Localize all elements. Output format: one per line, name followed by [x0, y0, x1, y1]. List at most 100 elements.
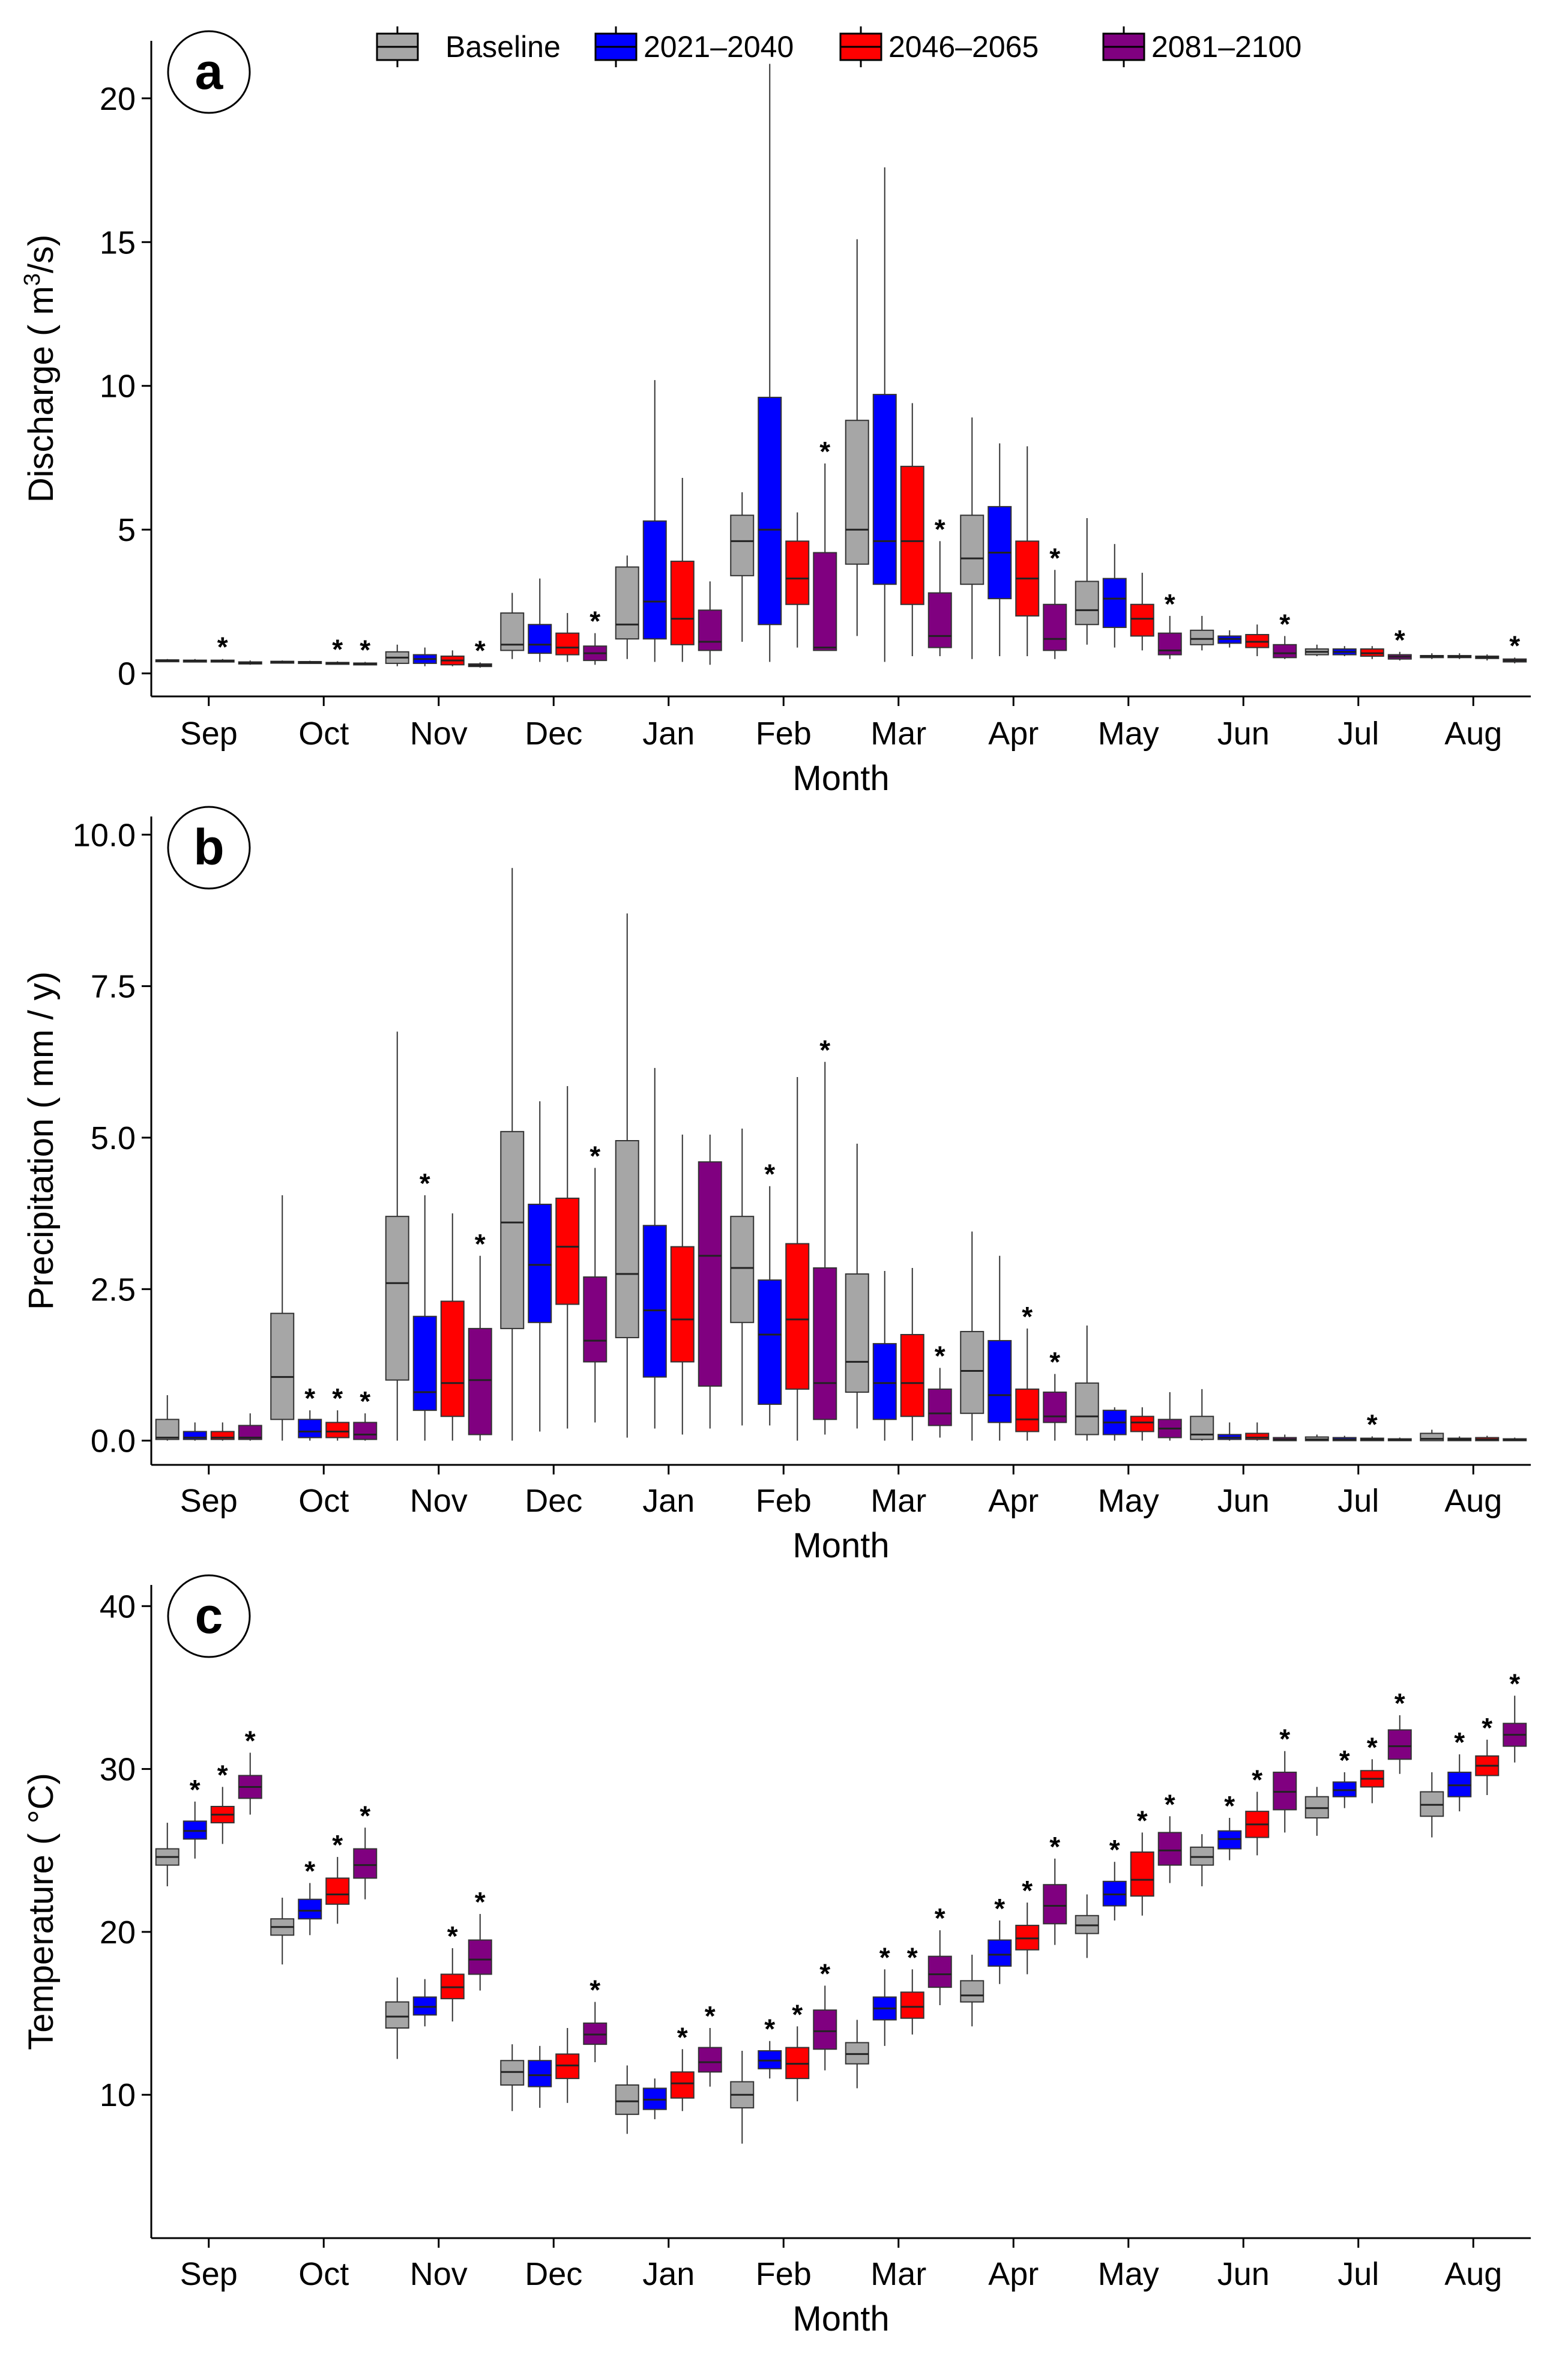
significance-star: *: [590, 1975, 600, 2006]
box-iqr: [1387, 1729, 1412, 1760]
boxplot-jul-series-2: *: [1360, 1731, 1384, 1803]
x-tick-label-dec: Dec: [525, 716, 582, 752]
box-iqr: [1273, 644, 1297, 659]
significance-star: *: [1109, 1834, 1120, 1865]
significance-star: *: [819, 1958, 830, 1989]
boxplot-dec-series-3: *: [583, 1140, 608, 1423]
x-tick-label-jun: Jun: [1217, 1483, 1270, 1519]
boxplot-apr-series-0: [960, 1231, 985, 1441]
boxplot-mar-series-3: *: [927, 1903, 952, 2006]
boxplot-jul-series-0: [1304, 1434, 1329, 1441]
boxplot-feb-series-0: [730, 492, 755, 642]
boxplot-jan-series-3: *: [698, 2000, 722, 2087]
boxplot-mar-series-2: [900, 403, 924, 656]
boxplot-jan-series-0: [615, 2065, 639, 2134]
box-iqr: [353, 1848, 378, 1879]
box-iqr: [988, 1340, 1012, 1423]
x-tick-label-jan: Jan: [642, 2256, 695, 2292]
significance-star: *: [1252, 1764, 1262, 1796]
box-iqr: [385, 2001, 409, 2029]
box-iqr: [927, 1388, 952, 1426]
panel-b-precipitation: 0.0 2.5 5.0 7.5 10.0 Sep Oct Nov Dec Jan Feb Mar Apr…: [22, 806, 1531, 1565]
boxplot-jan-series-2: [670, 478, 695, 662]
box-iqr: [670, 2071, 695, 2099]
box-iqr: [730, 1216, 755, 1323]
boxplot-jun-series-1: *: [1217, 1790, 1242, 1860]
boxplot-nov-series-0: [385, 644, 409, 666]
boxplot-dec-series-0: [500, 868, 525, 1441]
boxplot-jul-series-1: [1332, 1435, 1357, 1441]
boxplot-nov-series-1: [412, 1979, 437, 2027]
boxplot-feb-series-2: *: [785, 1999, 810, 2102]
significance-star: *: [1279, 608, 1290, 639]
box-iqr: [1043, 603, 1067, 651]
box-iqr: [642, 1225, 667, 1378]
box-iqr: [1075, 581, 1099, 626]
x-tick-label-sep: Sep: [180, 2256, 238, 2292]
x-tick-label-jun: Jun: [1217, 2256, 1270, 2292]
significance-star: *: [1395, 1688, 1405, 1719]
boxplot-mar-series-2: [900, 1267, 924, 1441]
x-tick-label-apr: Apr: [988, 716, 1039, 752]
significance-star: *: [1279, 1724, 1290, 1755]
x-tick-label-dec: Dec: [525, 1483, 582, 1519]
boxplot-apr-series-1: [988, 443, 1012, 656]
x-tick-label-oct: Oct: [298, 1483, 349, 1519]
boxplot-apr-series-2: [1015, 446, 1040, 656]
x-tick-label-jan: Jan: [642, 716, 695, 752]
box-iqr: [845, 1273, 869, 1393]
box-iqr: [385, 1216, 409, 1381]
boxplot-feb-series-3: *: [813, 436, 837, 651]
boxplot-jan-series-3: [698, 1134, 722, 1429]
boxplot-oct-series-0: [270, 660, 295, 664]
boxplot-aug-series-2: [1475, 1435, 1500, 1441]
box-iqr: [615, 1140, 639, 1339]
box-iqr: [353, 1422, 378, 1440]
boxplot-apr-series-0: [960, 1954, 985, 2027]
boxplot-jan-series-2: [670, 1134, 695, 1435]
boxplot-jun-series-1: [1217, 1422, 1242, 1441]
boxplot-aug-series-1: *: [1447, 1727, 1472, 1812]
box-iqr: [298, 1898, 322, 1920]
significance-star: *: [245, 1725, 256, 1756]
significance-star: *: [792, 1999, 803, 2030]
boxplot-sep-series-0: [155, 659, 179, 663]
x-tick-label-apr: Apr: [988, 2256, 1039, 2292]
x-tick-label-aug: Aug: [1444, 716, 1502, 752]
y-tick-label: 10.0: [73, 817, 136, 853]
boxplot-feb-series-2: [785, 1077, 810, 1441]
boxplot-aug-series-0: [1420, 653, 1444, 659]
boxplot-oct-series-1: *: [298, 1856, 322, 1936]
legend-item-2: 2046–2065: [839, 26, 1039, 67]
boxplot-may-series-0: [1075, 1325, 1099, 1441]
box-iqr: [1157, 1832, 1182, 1866]
box-iqr: [642, 520, 667, 640]
boxplot-mar-series-0: [845, 2020, 869, 2089]
legend-item-1: 2021–2040: [594, 26, 794, 67]
significance-star: *: [1049, 1831, 1060, 1862]
boxplot-may-series-1: [1102, 544, 1127, 648]
significance-star: *: [217, 632, 228, 663]
significance-star: *: [1224, 1790, 1235, 1821]
significance-star: *: [1395, 624, 1405, 656]
x-tick-label-jan: Jan: [642, 1483, 695, 1519]
y-tick-label: 10: [100, 369, 136, 405]
boxplot-aug-series-2: *: [1475, 1712, 1500, 1796]
box-iqr: [988, 1939, 1012, 1967]
significance-star: *: [907, 1942, 918, 1973]
box-iqr: [670, 1246, 695, 1363]
y-tick-label: 5.0: [91, 1120, 136, 1156]
box-iqr: [758, 396, 782, 626]
boxplot-jun-series-3: *: [1273, 1724, 1297, 1833]
significance-star: *: [1367, 1409, 1378, 1440]
box-iqr: [730, 515, 755, 576]
boxplot-mar-series-1: *: [872, 1942, 897, 2046]
box-iqr: [872, 394, 897, 585]
boxplot-jul-series-2: *: [1360, 1409, 1384, 1441]
boxplot-sep-series-3: [238, 1413, 262, 1441]
significance-star: *: [420, 1168, 430, 1199]
significance-star: *: [1339, 1745, 1350, 1776]
boxplot-mar-series-0: [845, 239, 869, 636]
boxplot-apr-series-2: *: [1015, 1875, 1040, 1975]
boxplot-feb-series-0: [730, 1128, 755, 1426]
